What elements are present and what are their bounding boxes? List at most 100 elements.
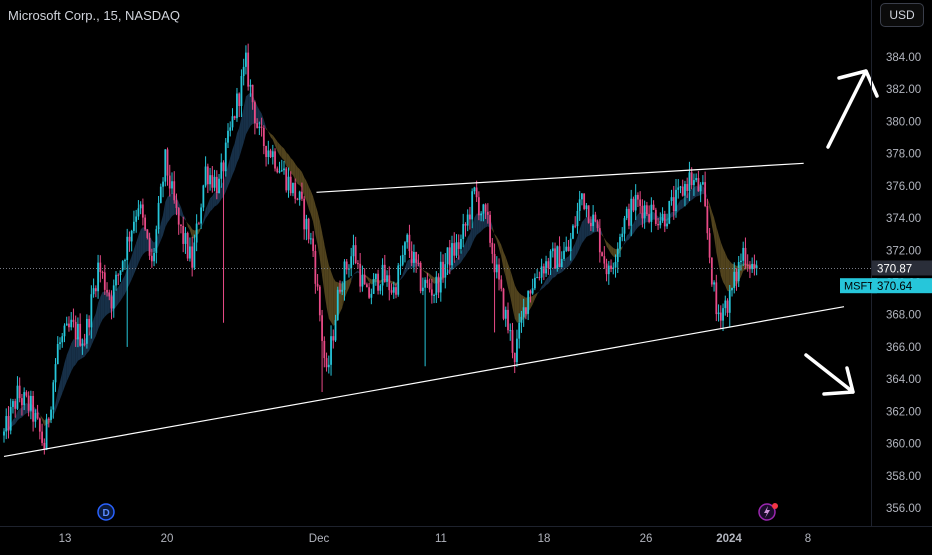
candle-body [30, 396, 32, 411]
candle-body [615, 262, 617, 268]
candle-body [341, 290, 343, 292]
candle-body [209, 175, 211, 184]
candle-body [435, 277, 437, 295]
candle-body [702, 182, 704, 184]
candle-body [23, 392, 25, 405]
candle-body [545, 261, 547, 273]
candle-body [462, 224, 464, 239]
candle-body [364, 275, 366, 285]
candle-body [657, 224, 659, 225]
candle-body [469, 215, 471, 220]
candle-body [751, 264, 753, 269]
candle-body [68, 324, 70, 328]
candle-body [729, 290, 731, 313]
ema-ribbon-segment [286, 152, 288, 168]
candle-body [191, 246, 193, 267]
candle-body [659, 221, 661, 225]
candle-body [28, 396, 30, 411]
candle-body [547, 261, 549, 268]
candle-body [574, 226, 576, 227]
candle-body [482, 204, 484, 213]
candle-body [373, 279, 375, 294]
candle-body [73, 320, 75, 322]
candle-body [151, 256, 153, 261]
candle-body [420, 263, 422, 291]
candle-body [133, 222, 135, 231]
ema-ribbon-segment [67, 350, 69, 382]
candle-body [337, 290, 339, 320]
candle-body [704, 182, 706, 206]
candle-body [406, 235, 408, 242]
candle-body [686, 184, 688, 191]
ema-ribbon-segment [103, 292, 105, 320]
candle-body [646, 205, 648, 214]
candle-body [718, 313, 720, 315]
candle-body [693, 180, 695, 185]
ema-ribbon-segment [584, 217, 586, 241]
candle-body [200, 207, 202, 223]
y-tick-label: 362.00 [886, 406, 921, 418]
candle-body [673, 197, 675, 211]
candle-body [409, 235, 411, 251]
ema-ribbon-segment [566, 256, 568, 268]
candle-body [592, 215, 594, 226]
candle-body [621, 234, 623, 237]
candle-body [10, 407, 12, 431]
ema-ribbon-segment [165, 197, 167, 228]
candle-body [415, 252, 417, 263]
candle-body [39, 419, 41, 432]
candle-body [131, 231, 133, 241]
candle-body [689, 172, 691, 191]
ema-ribbon-segment [123, 275, 125, 297]
currency-button[interactable]: USD [880, 3, 924, 27]
candle-body [570, 239, 572, 251]
candle-body [202, 185, 204, 207]
candle-body [288, 177, 290, 191]
candle-body [57, 344, 59, 364]
candle-body [14, 401, 16, 409]
candle-body [568, 247, 570, 251]
candle-body [178, 208, 180, 224]
candle-body [321, 315, 323, 341]
ema-ribbon-segment [143, 227, 145, 254]
candle-body [395, 287, 397, 295]
candle-body [129, 237, 131, 242]
candle-body [299, 192, 301, 200]
candle-body [603, 256, 605, 263]
candle-body [169, 176, 171, 189]
ema-ribbon-segment [331, 271, 333, 325]
candle-body [326, 358, 328, 367]
candle-body [713, 282, 715, 284]
candle-body [590, 223, 592, 226]
candle-body [368, 287, 370, 298]
y-tick-label: 366.00 [886, 342, 921, 354]
candle-body [597, 221, 599, 228]
ticker-badge-label: MSFT [844, 281, 874, 293]
candle-body [270, 150, 272, 157]
candle-body [285, 169, 287, 191]
dividend-event-icon[interactable]: D [98, 504, 114, 520]
candle-body [189, 246, 191, 258]
candle-body [61, 336, 63, 342]
candle-body [440, 262, 442, 293]
candle-body [720, 313, 722, 321]
x-tick-label: 13 [59, 533, 72, 545]
x-tick-label: 26 [640, 533, 653, 545]
y-tick-label: 372.00 [886, 245, 921, 257]
candle-body [379, 286, 381, 291]
candle-body [223, 162, 225, 171]
candle-body [149, 238, 151, 256]
candle-body [628, 209, 630, 226]
candle-body [142, 204, 144, 217]
y-tick-label: 376.00 [886, 181, 921, 193]
candle-body [297, 199, 299, 200]
candle-body [106, 290, 108, 293]
candle-body [630, 199, 632, 226]
candle-body [21, 398, 23, 405]
candle-body [467, 215, 469, 226]
candle-body [196, 224, 198, 243]
candle-body [722, 308, 724, 321]
candle-body [292, 183, 294, 193]
